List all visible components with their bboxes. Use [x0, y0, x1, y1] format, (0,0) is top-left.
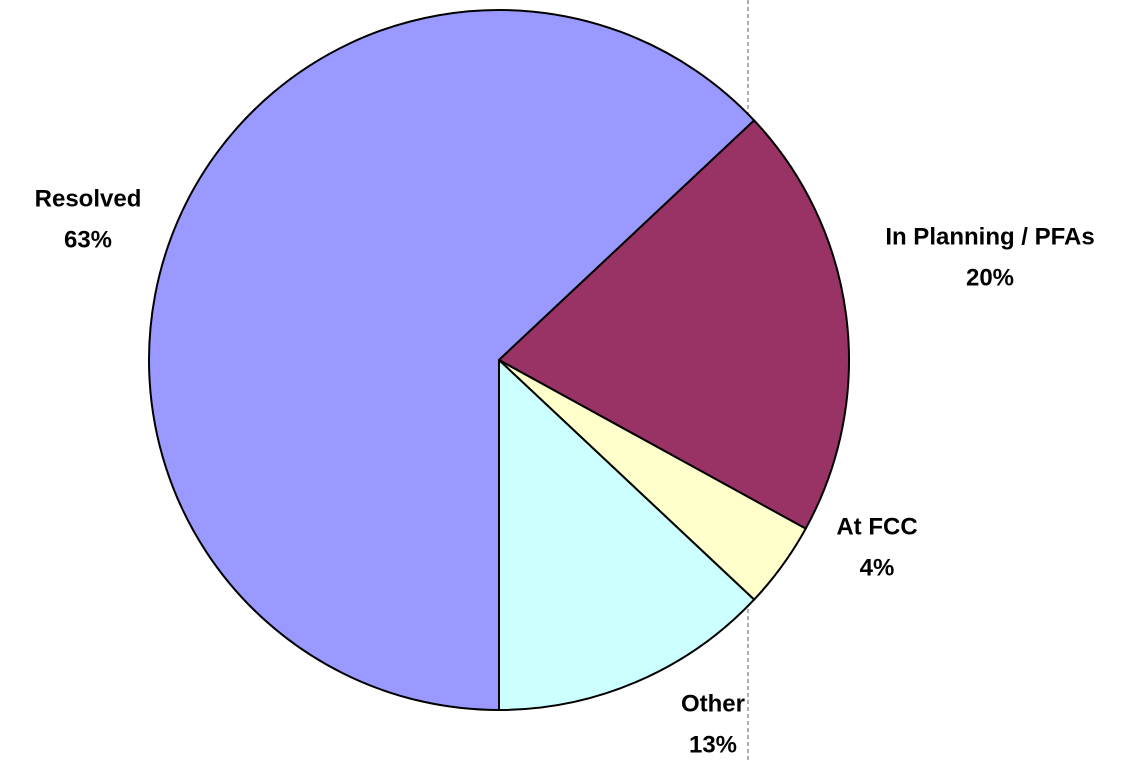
pie-slice: [148, 9, 756, 711]
slice-value-label: 63%: [64, 226, 112, 253]
slice-value-label: 4%: [860, 554, 895, 581]
slice-value-label: 20%: [966, 264, 1014, 291]
pie-slice: [498, 119, 850, 530]
pie-slice: [498, 359, 756, 711]
slice-label: At FCC: [836, 513, 917, 540]
slice-value-label: 13%: [689, 731, 737, 758]
slice-label: Other: [681, 690, 745, 717]
slice-label: Resolved: [35, 185, 142, 212]
slice-label: In Planning / PFAs: [885, 223, 1094, 250]
